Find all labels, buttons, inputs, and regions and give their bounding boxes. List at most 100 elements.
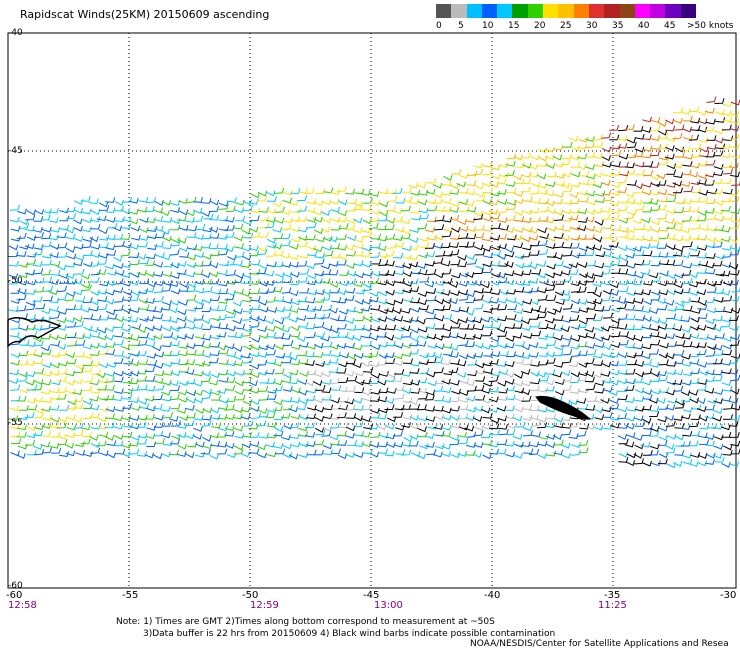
wind-barb (258, 207, 269, 213)
wind-barb (691, 308, 702, 314)
wind-barb (328, 357, 339, 364)
wind-barb (697, 304, 708, 311)
wind-barb (347, 235, 357, 241)
wind-barb (130, 340, 141, 346)
wind-barb (561, 225, 572, 232)
wind-barb (243, 204, 254, 212)
wind-barb (320, 210, 331, 216)
wind-barb (458, 438, 469, 445)
wind-barb (338, 199, 348, 206)
wind-barb (275, 448, 286, 455)
wind-barb (336, 323, 347, 330)
wind-barb (465, 415, 475, 421)
wind-barb (539, 375, 550, 382)
wind-barb (650, 339, 661, 346)
wind-barb (472, 452, 482, 459)
wind-barb (201, 260, 212, 267)
wind-barb (481, 245, 492, 252)
wind-barb (194, 252, 204, 258)
wind-barb (123, 358, 134, 365)
wind-barb (513, 198, 524, 204)
wind-barb (539, 433, 550, 440)
wind-barb (467, 170, 478, 177)
wind-barb (617, 360, 628, 366)
wind-barb (128, 208, 139, 215)
wind-barb (235, 394, 246, 401)
wind-barb (490, 234, 501, 241)
wind-barb (145, 260, 156, 266)
wind-barb (569, 388, 580, 394)
wind-barb (274, 277, 284, 284)
wind-barb (67, 340, 78, 347)
wind-barb (490, 164, 501, 171)
wind-barb (336, 185, 347, 193)
wind-barb (706, 452, 716, 459)
wind-barb (555, 279, 566, 285)
wind-barb (619, 197, 630, 204)
wind-barb (384, 250, 395, 257)
wind-barb (241, 228, 251, 235)
wind-barb (385, 423, 395, 430)
wind-barb (306, 404, 317, 411)
wind-barb (481, 397, 491, 404)
wind-barb (611, 182, 621, 188)
wind-barb (321, 359, 331, 366)
wind-barb (504, 378, 515, 385)
wind-barb (264, 368, 275, 375)
wind-barb (488, 208, 498, 215)
wind-barb (600, 213, 611, 220)
wind-barb (346, 198, 357, 205)
wind-barb (115, 448, 126, 455)
wind-barb (403, 379, 414, 386)
wind-barb (395, 197, 406, 204)
wind-barb (178, 343, 189, 349)
wind-barb (626, 352, 637, 359)
wind-barb (587, 396, 597, 402)
wind-barb (25, 439, 36, 446)
wind-barb (562, 199, 573, 205)
wind-barb (585, 276, 596, 283)
wind-barb (370, 251, 381, 258)
wind-barb (385, 340, 396, 347)
wind-barb (56, 324, 67, 331)
wind-barb (474, 191, 485, 198)
wind-barb (689, 421, 700, 428)
wind-barb (160, 228, 170, 235)
wind-barb (546, 339, 557, 347)
wind-barb (642, 332, 653, 339)
wind-barb (74, 351, 85, 358)
wind-barb (107, 222, 118, 229)
wind-barb (354, 387, 365, 394)
wind-barb (32, 443, 43, 450)
wind-barb (136, 422, 147, 428)
wind-barb (328, 269, 339, 276)
wind-barb (385, 217, 396, 224)
wind-barb (482, 261, 493, 268)
wind-barb (633, 289, 644, 295)
wind-barb (600, 268, 611, 275)
wind-barb (40, 441, 51, 448)
wind-barb (81, 241, 92, 249)
wind-barb (249, 215, 260, 222)
wind-barb (441, 397, 452, 404)
wind-barb (697, 299, 707, 306)
wind-barb (658, 403, 669, 410)
wind-barb (227, 331, 238, 338)
wind-barb (441, 443, 451, 450)
wind-barb (729, 189, 740, 196)
wind-barb (712, 407, 723, 414)
wind-barb (186, 262, 197, 269)
wind-barb (696, 268, 707, 274)
wind-barb (699, 423, 710, 430)
wind-barb (283, 340, 294, 347)
wind-barb (577, 143, 588, 150)
wind-barb (184, 217, 195, 223)
wind-barb (474, 384, 485, 391)
wind-barb (593, 360, 604, 366)
wind-barb (650, 317, 661, 324)
wind-barb (209, 233, 220, 239)
wind-barb (218, 203, 229, 210)
wind-barb (600, 325, 611, 332)
wind-barb (530, 378, 541, 385)
wind-barb (449, 207, 459, 213)
